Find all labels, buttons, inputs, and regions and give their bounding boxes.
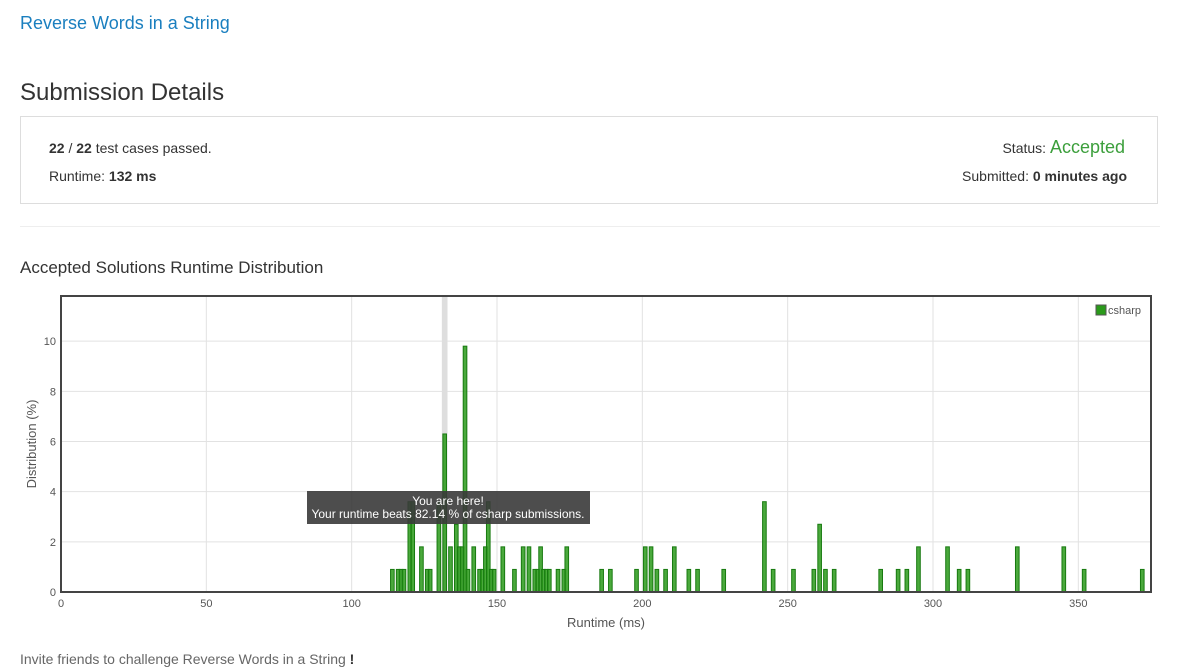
submitted-summary: Submitted: 0 minutes ago [962,168,1127,184]
distribution-bar[interactable] [555,568,561,593]
invite-problem-link[interactable]: Reverse Words in a String [182,651,346,667]
distribution-bar[interactable] [648,546,654,593]
passed-text: test cases passed. [91,140,212,156]
distribution-bar[interactable] [547,568,552,593]
runtime-distribution-chart: 0 50 100 150 200 250 300 350 0 2 4 6 8 10 Runtime (m… [24,295,1152,630]
y-tick-label: 8 [50,386,56,398]
x-tick-label: 200 [633,598,651,610]
distribution-bar[interactable] [564,546,570,593]
distribution-bar[interactable] [465,568,471,593]
distribution-bar[interactable] [462,345,468,593]
distribution-bar[interactable] [965,568,971,593]
distribution-bar[interactable] [390,568,395,593]
distribution-bar[interactable] [642,546,648,593]
legend-label: csharp [1108,305,1141,317]
distribution-bar[interactable] [811,568,817,593]
x-tick-label: 50 [200,598,212,610]
tooltip-line1: You are here! [412,494,484,508]
x-axis-ticks: 0 50 100 150 200 250 300 350 [58,598,1088,610]
problem-title-link[interactable]: Reverse Words in a String [20,13,230,33]
distribution-bar[interactable] [817,523,822,593]
distribution-bar[interactable] [512,568,517,593]
submitted-label: Submitted: [962,168,1033,184]
distribution-bar[interactable] [654,568,660,593]
count-separator: / [64,140,77,156]
distribution-bar[interactable] [500,546,506,593]
chart-grid [60,296,1151,593]
runtime-value: 132 ms [108,168,157,184]
distribution-bar[interactable] [1061,546,1067,593]
y-tick-label: 2 [50,537,56,549]
page-title: Submission Details [20,79,225,106]
distribution-bar[interactable] [791,568,796,593]
total-count: 22 [76,140,92,156]
section-divider [20,226,1160,227]
y-tick-label: 6 [50,436,56,448]
invite-prefix: Invite friends to challenge [20,651,183,667]
distribution-bar[interactable] [831,568,837,593]
invite-text: Invite friends to challenge Reverse Word… [20,651,354,667]
x-axis-label: Runtime (ms) [567,615,645,630]
y-axis-label: Distribution (%) [24,400,39,489]
plot-area-border [60,295,1152,593]
distribution-bar[interactable] [471,546,477,593]
distribution-bar[interactable] [427,568,433,593]
distribution-bar[interactable] [904,568,910,593]
status-label: Status: [1002,140,1050,156]
distribution-bar[interactable] [491,568,497,593]
distribution-bar[interactable] [419,546,424,593]
distribution-bar[interactable] [448,546,453,593]
distribution-bar[interactable] [520,546,526,593]
distribution-bar[interactable] [721,568,727,593]
x-tick-label: 0 [58,598,64,610]
distribution-bar[interactable] [1139,568,1145,593]
chart-bars [390,345,1145,593]
x-tick-label: 350 [1069,598,1087,610]
y-axis-ticks: 0 2 4 6 8 10 [44,336,56,599]
x-tick-label: 100 [342,598,360,610]
runtime-summary: Runtime: 132 ms [49,168,156,184]
distribution-bar[interactable] [634,568,639,593]
distribution-bar[interactable] [599,568,604,593]
distribution-bar[interactable] [762,501,767,593]
tooltip-background [307,491,590,524]
distribution-bar[interactable] [401,568,407,593]
distribution-bar[interactable] [916,546,921,593]
distribution-bar[interactable] [945,546,950,593]
distribution-bar[interactable] [956,568,962,593]
distribution-bar[interactable] [1014,546,1020,593]
runtime-label: Runtime: [49,168,109,184]
distribution-bar[interactable] [695,568,700,593]
status-summary: Status: Accepted [1002,137,1125,158]
distribution-bar[interactable] [671,546,677,593]
distribution-bar[interactable] [1081,568,1087,593]
test-cases-summary: 22 / 22 test cases passed. [49,140,212,156]
status-value: Accepted [1049,137,1125,157]
legend-swatch [1095,304,1107,316]
y-tick-label: 10 [44,336,56,348]
distribution-bar[interactable] [526,546,532,593]
invite-suffix: ! [345,651,355,667]
y-tick-label: 4 [50,487,56,499]
distribution-bar[interactable] [608,568,613,593]
distribution-bar[interactable] [686,568,692,593]
distribution-title: Accepted Solutions Runtime Distribution [20,258,324,277]
x-tick-label: 300 [924,598,942,610]
passed-count: 22 [49,140,65,156]
legend[interactable]: csharp [1095,304,1141,317]
y-tick-label: 0 [50,587,56,599]
submitted-value: 0 minutes ago [1032,168,1127,184]
distribution-bar[interactable] [770,568,776,593]
submission-details-panel: 22 / 22 test cases passed. Runtime: 132 … [20,116,1158,204]
distribution-bar[interactable] [895,568,901,593]
distribution-bar[interactable] [823,568,828,593]
distribution-bar[interactable] [663,568,668,593]
x-tick-label: 150 [488,598,506,610]
runtime-tooltip: You are here! Your runtime beats 82.14 %… [307,491,590,524]
distribution-bar[interactable] [878,568,883,593]
tooltip-line2: Your runtime beats 82.14 % of csharp sub… [311,507,584,521]
x-tick-label: 250 [778,598,796,610]
